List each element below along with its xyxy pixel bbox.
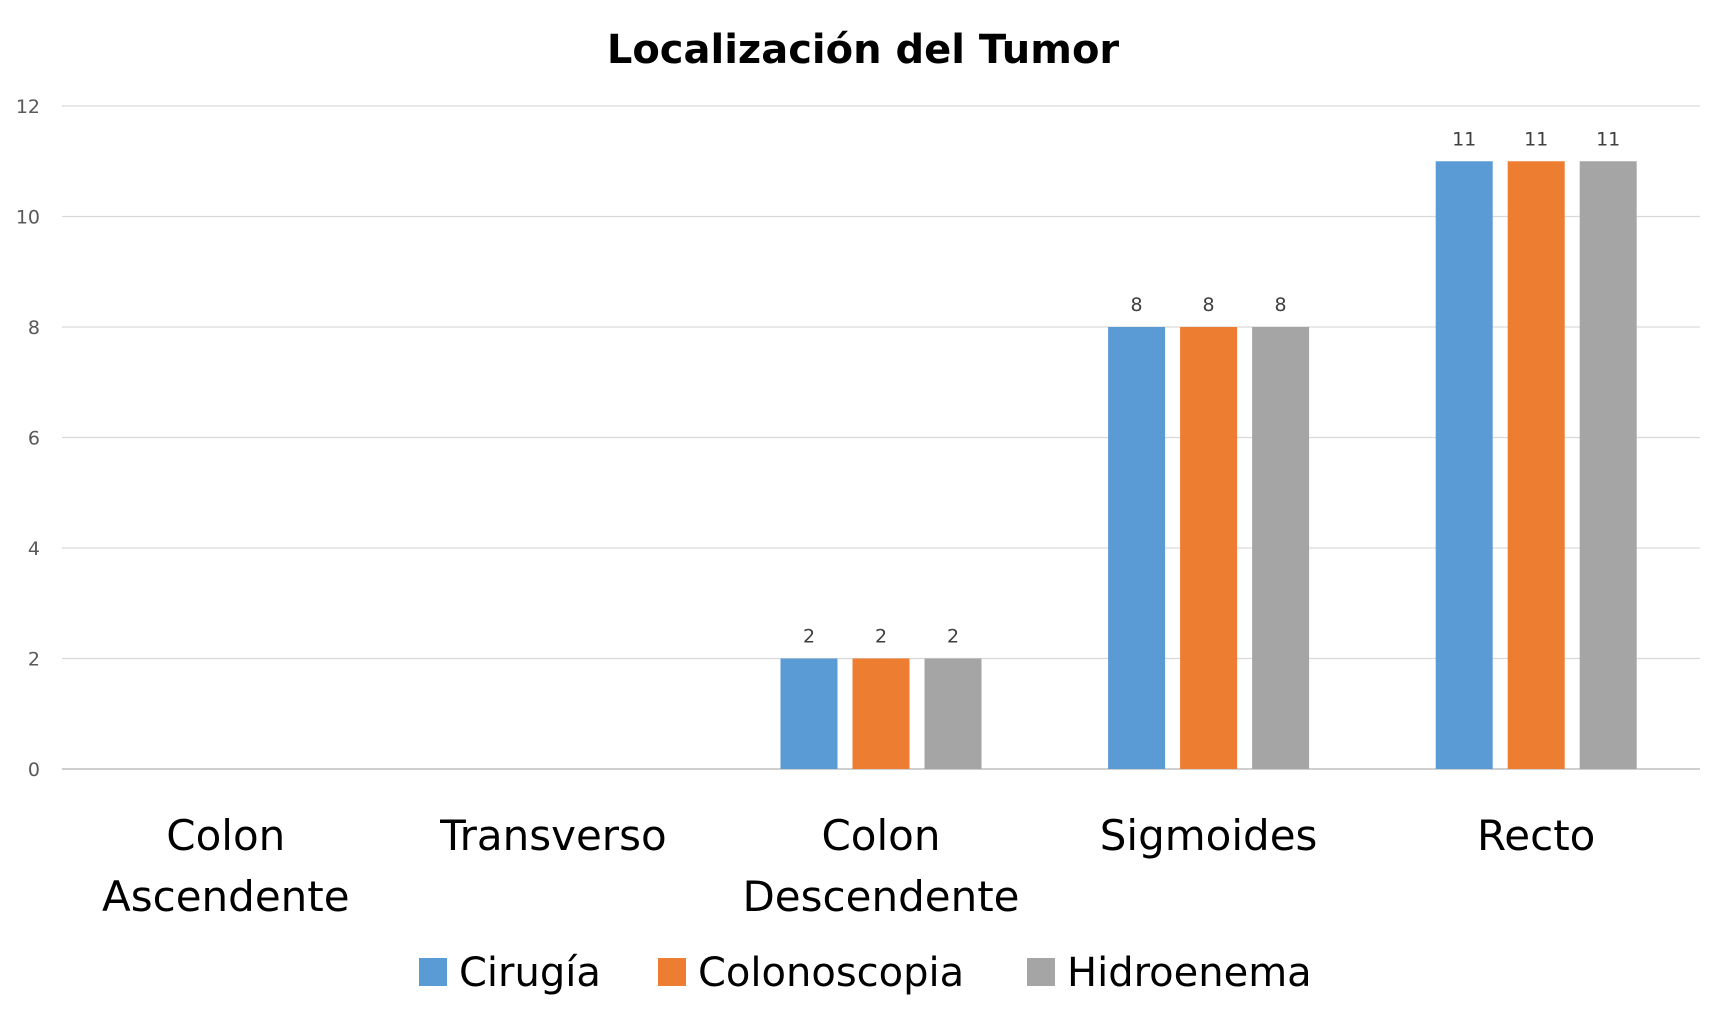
y-tick-label: 4 [28,538,40,560]
bar [780,658,838,769]
y-axis-tick-labels: 0 2 4 6 8 10 12 [16,96,40,781]
legend-label: Hidroenema [1067,950,1312,996]
y-tick-label: 8 [28,317,40,339]
y-tick-label: 6 [28,428,40,450]
x-tick-label-line: Descendente [742,872,1019,921]
x-tick-label-line: Ascendente [102,872,350,921]
bar [1579,161,1637,769]
data-label: 11 [1596,128,1620,150]
y-tick-label: 2 [28,649,40,671]
x-axis-tick-labels: Colon Ascendente Transverso Colon Descendent… [102,811,1595,921]
data-label: 8 [1131,294,1143,316]
x-tick-label: Recto [1477,811,1595,860]
data-label: 11 [1524,128,1548,150]
legend-label: Colonoscopia [698,950,964,996]
chart-title: Localización del Tumor [607,27,1120,73]
x-tick-label: Colon Ascendente [102,811,350,921]
bars [780,161,1637,769]
bar [1435,161,1493,769]
x-tick-label-line: Sigmoides [1100,811,1318,860]
x-tick-label: Colon Descendente [742,811,1019,921]
data-label: 8 [1203,294,1215,316]
bar [1252,327,1310,769]
legend-swatch [658,958,686,986]
y-tick-label: 0 [28,759,40,781]
y-tick-label: 10 [16,207,40,229]
legend-swatch [419,958,447,986]
data-label: 11 [1452,128,1476,150]
bar [1108,327,1166,769]
x-tick-label-line: Colon [166,811,285,860]
bar [924,658,982,769]
x-tick-label-line: Recto [1477,811,1595,860]
y-tick-label: 12 [16,96,40,118]
legend-swatch [1027,958,1055,986]
bar [1507,161,1565,769]
data-label: 8 [1275,294,1287,316]
legend-label: Cirugía [459,950,601,996]
x-tick-label: Sigmoides [1100,811,1318,860]
x-tick-label: Transverso [439,811,667,860]
x-tick-label-line: Colon [821,811,940,860]
data-labels: 2 2 2 8 8 8 11 11 11 [803,128,1620,647]
data-label: 2 [875,626,887,648]
gridlines [62,105,1700,770]
data-label: 2 [947,626,959,648]
bar [1180,327,1238,769]
bar [852,658,910,769]
legend: Cirugía Colonoscopia Hidroenema [419,950,1312,996]
x-tick-label-line: Transverso [439,811,667,860]
data-label: 2 [803,626,815,648]
